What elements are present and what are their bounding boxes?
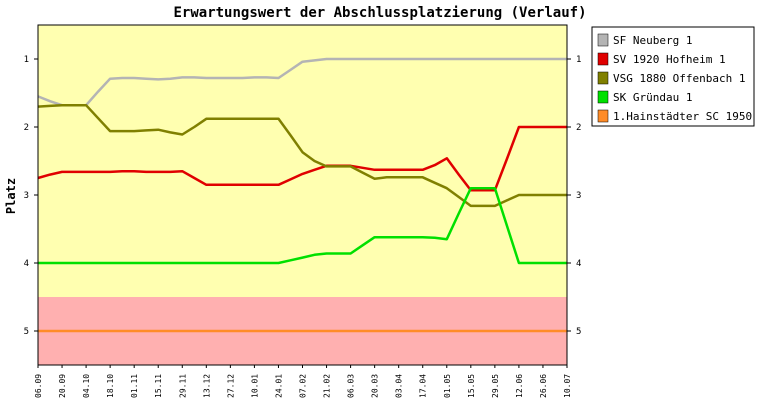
x-tick-label: 24.01	[274, 374, 283, 398]
y-tick-label-right: 5	[576, 327, 581, 337]
legend: SF Neuberg 1 SV 1920 Hofheim 1 VSG 1880 Of…	[591, 26, 760, 127]
x-tick-label: 10.07	[563, 374, 572, 398]
x-tick-label: 21.02	[323, 374, 332, 398]
series-line-4	[38, 186, 567, 265]
background-zones	[38, 25, 567, 365]
legend-label-1: SF Neuberg 1	[613, 34, 692, 47]
x-tick-label: 04.10	[82, 374, 91, 398]
legend-swatch-5	[597, 109, 609, 123]
y-tick-label-left: 4	[24, 259, 29, 269]
x-tick-label: 27.12	[226, 374, 235, 398]
chart-title: Erwartungswert der Abschlussplatzierung …	[173, 5, 586, 21]
y-tick-label-left: 3	[24, 191, 29, 201]
y-tick-label-right: 3	[576, 191, 581, 201]
legend-label-5: 1.Hainstädter SC 1950 1	[613, 110, 760, 123]
x-tick-label: 01.11	[130, 374, 139, 398]
legend-label-2: SV 1920 Hofheim 1	[613, 53, 726, 66]
x-tick-label: 29.05	[491, 374, 500, 398]
x-tick-label: 18.10	[106, 374, 115, 398]
legend-swatch-3	[597, 71, 609, 85]
series-line-3	[37, 103, 567, 208]
axes: 1 1 2 2 3 3 4 4 5 5 06.09 20.09 04.10 18.10 01.11 15.11…	[24, 24, 581, 398]
y-tick-label-left: 5	[24, 327, 29, 337]
series-line-2	[37, 125, 567, 192]
x-tick-label: 10.01	[250, 374, 259, 398]
series-line-1	[37, 57, 567, 107]
legend-swatch-2	[597, 52, 609, 66]
zone-band-1	[38, 25, 567, 297]
x-tick-label: 15.11	[154, 374, 163, 398]
x-tick-label: 12.06	[515, 374, 524, 398]
legend-label-4: SK Gründau 1	[613, 91, 692, 104]
y-tick-label-right: 1	[576, 55, 581, 65]
legend-swatch-1	[597, 33, 609, 47]
x-tick-label: 01.05	[443, 374, 452, 398]
y-axis-title: Platz	[4, 178, 18, 214]
x-tick-label: 03.04	[395, 374, 404, 398]
x-tick-label: 26.06	[539, 374, 548, 398]
x-tick-label: 20.03	[371, 374, 380, 398]
legend-box	[591, 26, 755, 127]
y-tick-label-right: 2	[576, 123, 581, 133]
x-tick-label: 15.05	[467, 374, 476, 398]
y-tick-label-right: 4	[576, 259, 581, 269]
x-tick-label: 06.09	[34, 374, 43, 398]
x-tick-label: 20.09	[58, 374, 67, 398]
x-tick-label: 07.02	[299, 374, 308, 398]
x-tick-label: 17.04	[419, 374, 428, 398]
series-lines	[37, 57, 567, 333]
y-tick-label-left: 1	[24, 55, 29, 65]
x-tick-label: 13.12	[202, 374, 211, 398]
legend-label-3: VSG 1880 Offenbach 1	[613, 72, 745, 85]
legend-swatch-4	[597, 90, 609, 104]
y-tick-label-left: 2	[24, 123, 29, 133]
x-tick-label: 29.11	[178, 374, 187, 398]
x-tick-label: 06.03	[347, 374, 356, 398]
